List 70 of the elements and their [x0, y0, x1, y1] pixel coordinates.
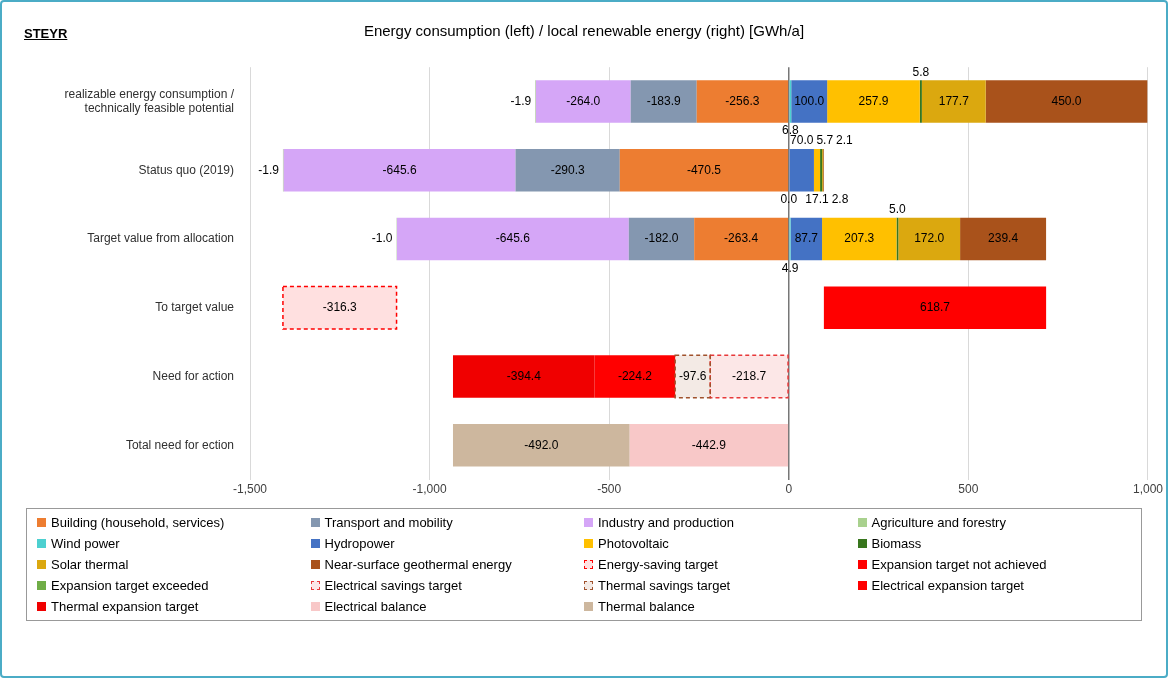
legend-label: Thermal savings target	[598, 578, 731, 593]
data-label: -224.2	[617, 368, 653, 383]
legend-label: Transport and mobility	[324, 515, 453, 530]
data-label: 207.3	[844, 231, 875, 246]
data-label: -97.6	[679, 368, 707, 383]
data-label: -264.0	[566, 93, 601, 108]
data-label: 4.9	[781, 260, 799, 275]
data-label: 257.9	[858, 93, 889, 108]
chart-subtitle: Energy consumption (left) / local renewable energy (right) [GWh/a]	[363, 22, 805, 39]
x-tick-label: -500	[597, 482, 622, 497]
legend-label: Solar thermal	[51, 557, 129, 572]
x-tick-label: -1,500	[232, 482, 268, 497]
legend-label: Biomass	[871, 536, 922, 551]
data-label: -263.4	[724, 231, 759, 246]
data-label: -442.9	[691, 437, 727, 452]
legend-label: Building (household, services)	[51, 515, 225, 530]
legend-label: Expansion target exceeded	[51, 578, 209, 593]
legend-label: Photovoltaic	[598, 536, 669, 551]
legend-label: Industry and production	[598, 515, 734, 530]
legend-label: Electrical expansion target	[871, 578, 1024, 593]
data-label: -645.6	[495, 231, 531, 246]
y-tick-label: Status quo (2019)	[138, 162, 234, 177]
data-label: 0.0	[780, 191, 798, 206]
y-tick-label: Total need for ection	[125, 437, 234, 452]
x-tick-label: 0	[785, 482, 793, 497]
data-label: 5.0	[889, 202, 907, 217]
data-label: 618.7	[919, 300, 951, 315]
x-tick-label: 500	[958, 482, 979, 497]
legend-label: Electrical savings target	[324, 578, 462, 593]
data-label: 2.1	[836, 133, 854, 148]
data-label: -1.9	[510, 93, 532, 108]
legend-label: Expansion target not achieved	[871, 557, 1047, 572]
x-tick-label: -1,000	[412, 482, 447, 497]
legend-label: Near-surface geothermal energy	[324, 557, 512, 572]
data-label: -182.0	[644, 231, 679, 246]
data-label: 70.0	[790, 133, 814, 148]
data-label: 177.7	[938, 93, 970, 108]
data-label: 5.7	[816, 133, 834, 148]
data-label: 100.0	[794, 93, 825, 108]
y-tick-label: To target value	[155, 300, 235, 315]
data-label: -1.0	[371, 231, 393, 246]
legend-label: Hydropower	[324, 536, 395, 551]
data-label: -316.3	[322, 300, 358, 315]
legend-label: Thermal expansion target	[51, 599, 199, 614]
y-tick-label: realizable energy consumption / technically feasible potential	[64, 86, 235, 116]
legend-label: Thermal balance	[598, 599, 695, 614]
x-tick-label: 1,000	[1132, 482, 1164, 497]
y-tick-label: Target value from allocation	[87, 231, 234, 246]
text: STEYR	[24, 26, 68, 41]
data-label: -256.3	[725, 93, 760, 108]
legend-label: Electrical balance	[324, 599, 427, 614]
data-label: -1.9	[258, 162, 280, 177]
data-label: -290.3	[550, 162, 585, 177]
legend-label: Wind power	[51, 536, 120, 551]
data-label: 239.4	[988, 231, 1019, 246]
data-label: -218.7	[732, 368, 767, 383]
data-label: 172.0	[914, 231, 945, 246]
data-label: 87.7	[794, 231, 819, 246]
legend-label: Agriculture and forestry	[871, 515, 1006, 530]
y-tick-label: Need for action	[152, 368, 234, 383]
data-label: 2.8	[831, 191, 849, 206]
data-label: -394.4	[506, 368, 542, 383]
data-label: 5.8	[912, 64, 930, 79]
data-label: -183.9	[646, 93, 682, 108]
data-label: 450.0	[1051, 93, 1082, 108]
data-label: -470.5	[686, 162, 722, 177]
data-label: -492.0	[524, 437, 559, 452]
legend-label: Energy-saving target	[598, 557, 718, 572]
data-label: -645.6	[382, 162, 417, 177]
data-label: 17.1	[805, 191, 830, 206]
